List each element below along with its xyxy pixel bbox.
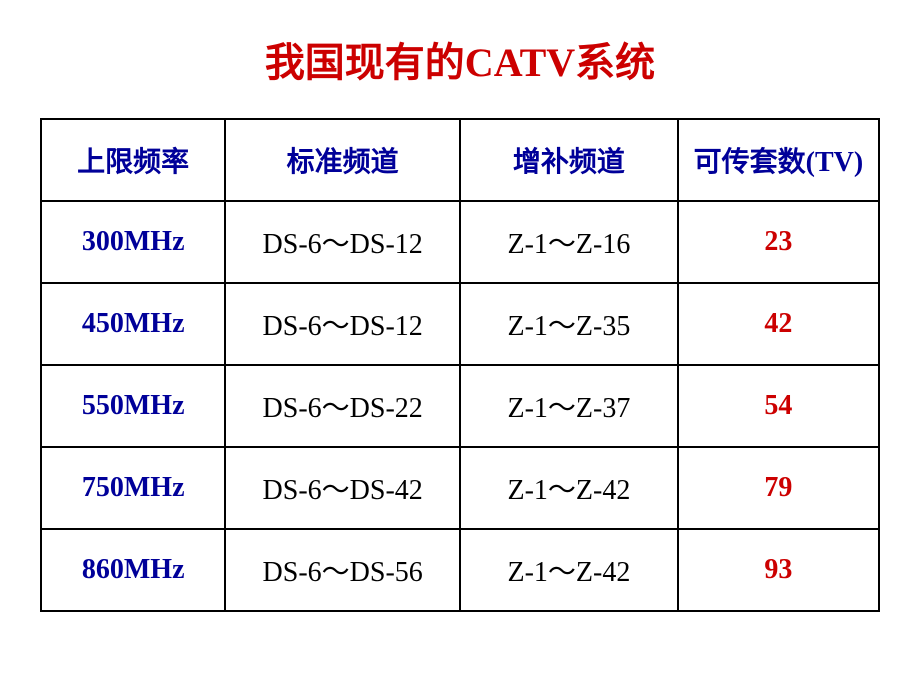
cell-count: 93	[678, 529, 879, 611]
cell-supp: Z-1～Z-37	[460, 365, 678, 447]
cell-supp: Z-1～Z-42	[460, 529, 678, 611]
table-header-row: 上限频率 标准频道 增补频道 可传套数(TV)	[41, 119, 879, 201]
cell-std: DS-6～DS-22	[225, 365, 460, 447]
cell-supp: Z-1～Z-42	[460, 447, 678, 529]
header-freq: 上限频率	[41, 119, 225, 201]
cell-count: 79	[678, 447, 879, 529]
cell-supp: Z-1～Z-35	[460, 283, 678, 365]
table-row: 750MHz DS-6～DS-42 Z-1～Z-42 79	[41, 447, 879, 529]
table-row: 300MHz DS-6～DS-12 Z-1～Z-16 23	[41, 201, 879, 283]
cell-count: 42	[678, 283, 879, 365]
cell-std: DS-6～DS-56	[225, 529, 460, 611]
cell-std: DS-6～DS-12	[225, 201, 460, 283]
header-supp: 增补频道	[460, 119, 678, 201]
cell-std: DS-6～DS-42	[225, 447, 460, 529]
catv-table: 上限频率 标准频道 增补频道 可传套数(TV) 300MHz DS-6～DS-1…	[40, 118, 880, 612]
cell-std: DS-6～DS-12	[225, 283, 460, 365]
cell-count: 23	[678, 201, 879, 283]
cell-freq: 300MHz	[41, 201, 225, 283]
cell-count: 54	[678, 365, 879, 447]
header-count: 可传套数(TV)	[678, 119, 879, 201]
header-std: 标准频道	[225, 119, 460, 201]
table-row: 450MHz DS-6～DS-12 Z-1～Z-35 42	[41, 283, 879, 365]
table-row: 860MHz DS-6～DS-56 Z-1～Z-42 93	[41, 529, 879, 611]
cell-freq: 550MHz	[41, 365, 225, 447]
page-title: 我国现有的CATV系统	[40, 30, 880, 88]
table-row: 550MHz DS-6～DS-22 Z-1～Z-37 54	[41, 365, 879, 447]
cell-freq: 750MHz	[41, 447, 225, 529]
cell-freq: 860MHz	[41, 529, 225, 611]
cell-supp: Z-1～Z-16	[460, 201, 678, 283]
cell-freq: 450MHz	[41, 283, 225, 365]
